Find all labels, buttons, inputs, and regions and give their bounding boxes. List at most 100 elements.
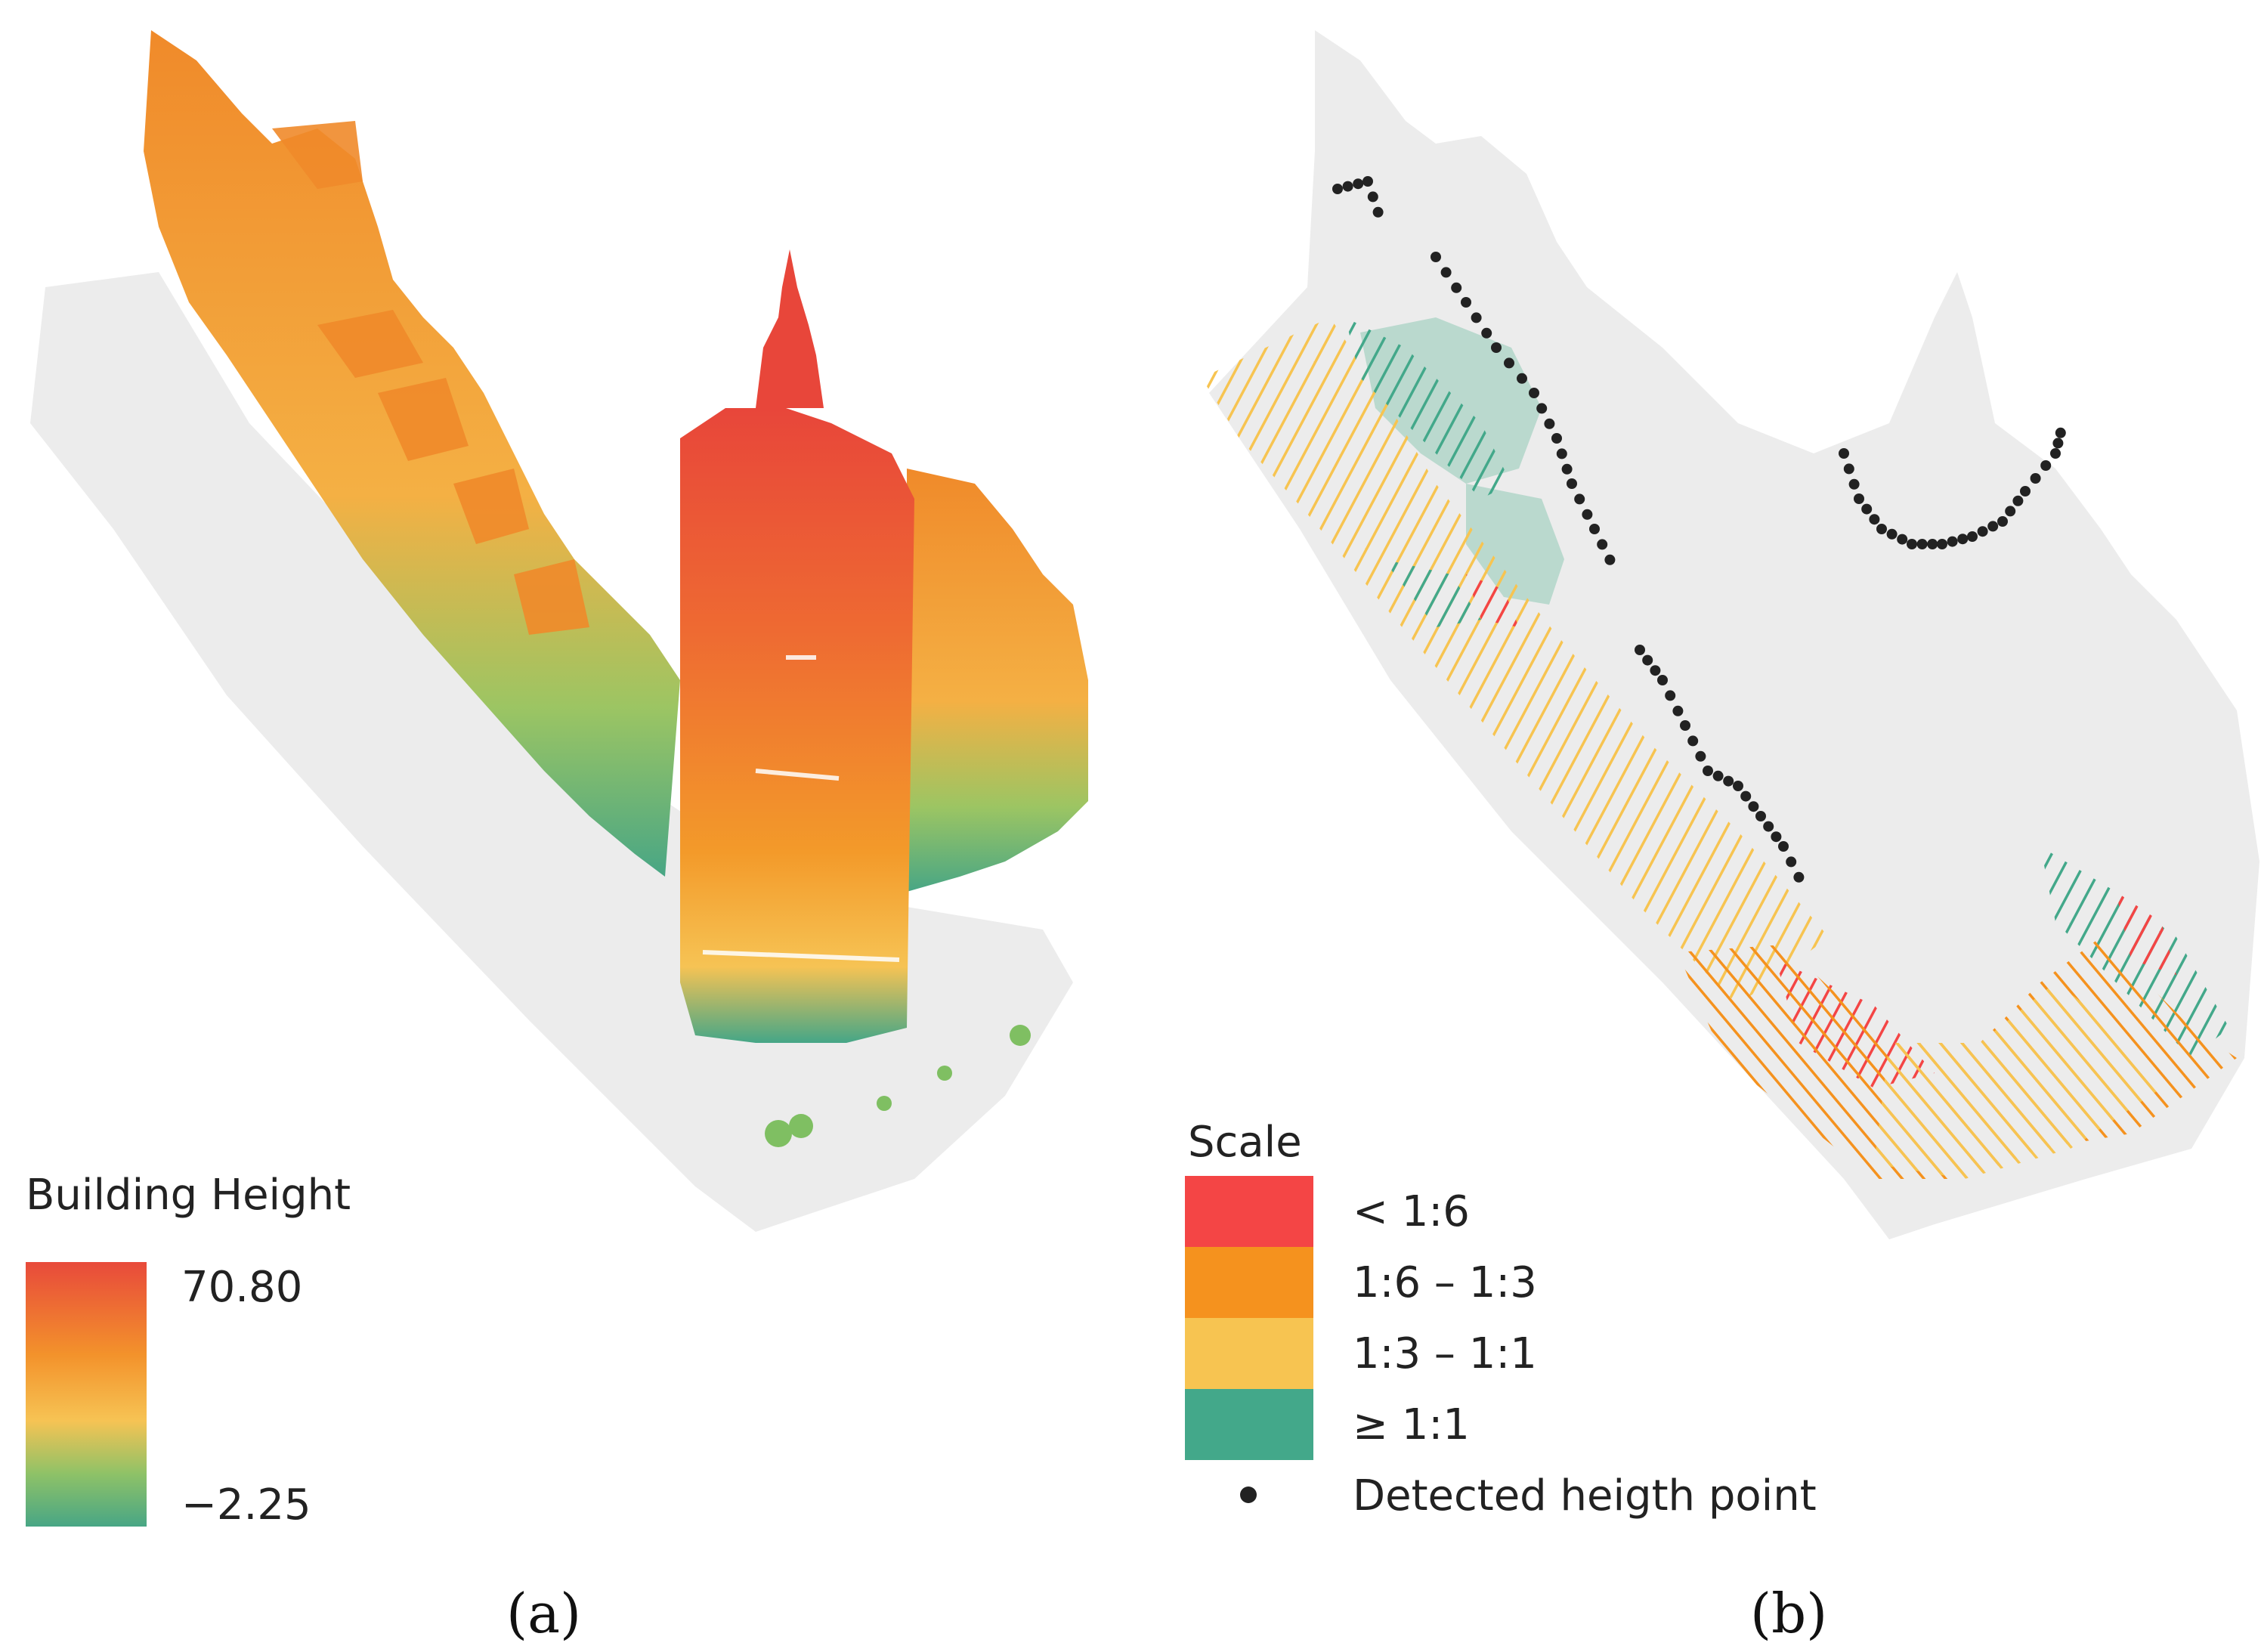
height-point bbox=[1551, 433, 1562, 444]
height-point bbox=[1635, 645, 1645, 655]
height-point bbox=[1778, 841, 1789, 852]
height-point bbox=[1353, 178, 1364, 190]
height-point bbox=[1440, 267, 1452, 278]
height-point bbox=[1733, 781, 1743, 791]
height-point bbox=[1843, 463, 1854, 475]
height-point bbox=[1947, 536, 1958, 547]
height-point-legend-label: Detected heigth point bbox=[1353, 1471, 1817, 1521]
scale-swatch-4 bbox=[1185, 1389, 1313, 1460]
height-points bbox=[1332, 176, 2066, 883]
scale-label-4: ≥ 1:1 bbox=[1353, 1400, 1470, 1449]
height-point bbox=[2050, 448, 2061, 459]
height-point bbox=[1517, 373, 1527, 384]
height-point bbox=[1848, 478, 1860, 490]
height-point bbox=[2012, 495, 2024, 506]
height-point bbox=[1987, 521, 1999, 532]
height-point bbox=[1597, 539, 1608, 550]
legend-b-title: Scale bbox=[1188, 1118, 1302, 1167]
height-point bbox=[2030, 473, 2041, 484]
height-point bbox=[2020, 486, 2031, 497]
height-point bbox=[1372, 206, 1384, 218]
tower bbox=[680, 408, 914, 1043]
height-point bbox=[1771, 831, 1782, 843]
height-point bbox=[1937, 539, 1947, 549]
height-point bbox=[1642, 654, 1653, 666]
height-point bbox=[1839, 448, 1849, 459]
right-building-walls bbox=[907, 469, 1088, 892]
height-point bbox=[1927, 539, 1938, 549]
height-point bbox=[1362, 176, 1373, 187]
height-point bbox=[1536, 403, 1548, 414]
height-point bbox=[1561, 463, 1573, 475]
height-point-legend-marker bbox=[1240, 1486, 1257, 1503]
height-point bbox=[1755, 811, 1766, 821]
height-point bbox=[1712, 770, 1724, 781]
legend-a-title: Building Height bbox=[26, 1171, 351, 1220]
height-point bbox=[1907, 539, 1917, 549]
trees bbox=[765, 1025, 1031, 1147]
path-strip-yellow bbox=[1202, 317, 1829, 1005]
panel-b-label: (b) bbox=[1750, 1582, 1827, 1645]
height-point bbox=[1604, 554, 1616, 565]
scale-label-1: < 1:6 bbox=[1353, 1187, 1470, 1236]
height-point bbox=[1529, 388, 1539, 398]
left-roof-fragments bbox=[272, 121, 589, 635]
height-point bbox=[1582, 509, 1593, 520]
height-point bbox=[1703, 766, 1713, 776]
height-point bbox=[1695, 750, 1706, 762]
height-point bbox=[1504, 357, 1514, 369]
height-point bbox=[1854, 493, 1864, 504]
height-point bbox=[1916, 539, 1928, 549]
height-point bbox=[1897, 534, 1908, 545]
scale-swatch-1 bbox=[1185, 1176, 1313, 1247]
height-point bbox=[1680, 720, 1690, 731]
height-point bbox=[1589, 524, 1600, 534]
height-point bbox=[1574, 493, 1585, 505]
height-point bbox=[1431, 252, 1441, 262]
height-point bbox=[1332, 184, 1343, 194]
height-point bbox=[2040, 460, 2052, 471]
height-point bbox=[1491, 342, 1502, 353]
height-point bbox=[1786, 856, 1797, 868]
path-strip-yellow-east bbox=[1874, 982, 2161, 1179]
height-point bbox=[1342, 181, 1353, 192]
panel-b-map bbox=[1202, 30, 2259, 1239]
height-point bbox=[1451, 282, 1462, 293]
legend-a-min: −2.25 bbox=[181, 1480, 311, 1530]
height-point bbox=[1967, 531, 1978, 542]
height-point bbox=[1861, 503, 1873, 515]
height-point bbox=[1997, 516, 2008, 527]
height-point bbox=[1723, 775, 1734, 787]
height-point bbox=[2055, 427, 2066, 438]
legend-a-max: 70.80 bbox=[181, 1263, 302, 1312]
height-point bbox=[1567, 478, 1577, 489]
scale-label-3: 1:3 – 1:1 bbox=[1353, 1329, 1537, 1378]
tower-crown bbox=[756, 249, 824, 408]
height-point bbox=[1957, 534, 1969, 545]
height-gradient-bar bbox=[26, 1262, 147, 1527]
scale-entries: < 1:6 1:6 – 1:3 1:3 – 1:1 ≥ 1:1 bbox=[1185, 1176, 1537, 1460]
height-point bbox=[2005, 506, 2016, 517]
height-point bbox=[1763, 821, 1774, 832]
height-point bbox=[1471, 312, 1482, 323]
height-point bbox=[1886, 528, 1898, 540]
height-point bbox=[1740, 790, 1752, 802]
height-point bbox=[1869, 514, 1880, 525]
scale-label-2: 1:6 – 1:3 bbox=[1353, 1258, 1537, 1307]
panel-a-map bbox=[30, 30, 1088, 1232]
scale-swatch-3 bbox=[1185, 1318, 1313, 1389]
legend-b: Scale < 1:6 1:6 – 1:3 1:3 – 1:1 ≥ 1:1 De… bbox=[1185, 1118, 1817, 1521]
panel-a-label: (a) bbox=[506, 1582, 581, 1645]
height-point bbox=[2052, 438, 2064, 449]
height-point bbox=[1748, 801, 1759, 812]
height-point bbox=[1556, 448, 1567, 459]
tower-details bbox=[702, 655, 900, 962]
height-point bbox=[1665, 690, 1676, 701]
height-point bbox=[1367, 191, 1378, 203]
height-point bbox=[1687, 735, 1699, 747]
height-point bbox=[1793, 871, 1805, 883]
legend-a: Building Height 70.80 −2.25 bbox=[26, 1171, 351, 1530]
height-point bbox=[1544, 418, 1555, 429]
height-point bbox=[1876, 524, 1887, 534]
